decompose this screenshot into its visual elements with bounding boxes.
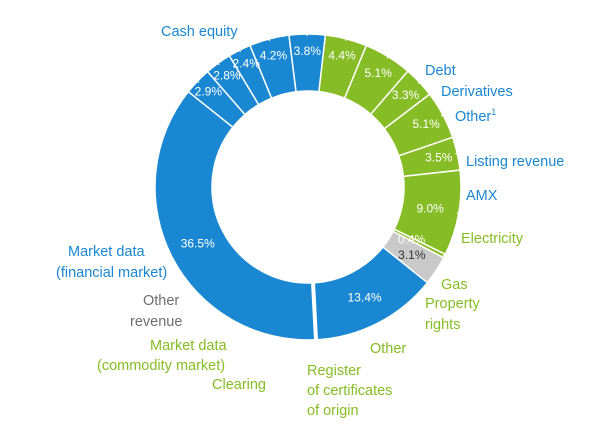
label-electricity: Electricity — [461, 231, 524, 247]
label-market-data-commodity-line1: Market data — [150, 338, 227, 354]
label-other-commodity: Other — [370, 341, 406, 357]
value-label: 2.4% — [233, 57, 261, 71]
label-cash-equity: Cash equity — [161, 24, 238, 40]
label-market-data-financial-line1: Market data — [68, 244, 145, 260]
label-gas: Gas — [441, 277, 468, 293]
label-market-data-commodity-line2: (commodity market) — [97, 358, 225, 374]
label-property-line2: rights — [425, 317, 460, 333]
label-other-financial: Other1 — [455, 107, 496, 125]
leader-lines-group — [186, 19, 473, 342]
label-register-line2: of certificates — [307, 383, 392, 399]
value-label: 3.3% — [392, 88, 420, 102]
value-label: 4.2% — [260, 48, 288, 62]
leader-line — [440, 107, 456, 117]
value-label: 5.1% — [412, 117, 440, 131]
label-listing-revenue: Listing revenue — [466, 154, 564, 170]
leader-line — [209, 51, 220, 66]
label-market-data-financial-line2: (financial market) — [56, 265, 167, 281]
value-label: 13.4% — [348, 290, 382, 304]
leader-line — [417, 72, 431, 84]
label-property-line1: Property — [425, 296, 481, 312]
slice-cash-equity — [154, 90, 317, 341]
value-label: 3.8% — [294, 44, 322, 58]
leader-line — [386, 44, 397, 59]
leader-line — [265, 25, 271, 42]
label-register-line1: Register — [307, 363, 361, 379]
value-labels-group: 36.5% 2.9% 2.8%2.4%4.2% 3.8% 4.4% 5.1% 3.3% 5.1… — [181, 44, 453, 304]
footnote-marker: 1 — [491, 107, 496, 117]
label-derivatives: Derivatives — [441, 84, 513, 100]
slice-separator — [310, 280, 319, 342]
value-label: 4.4% — [328, 48, 356, 62]
value-label: 2.9% — [195, 85, 223, 99]
leader-line — [456, 212, 473, 217]
label-other-revenue-line1: Other — [143, 293, 179, 309]
leader-line — [186, 71, 200, 84]
value-label: 36.5% — [181, 237, 215, 251]
leader-line — [232, 37, 241, 53]
label-other-revenue-line2: revenue — [130, 314, 182, 330]
leader-line — [455, 149, 472, 155]
value-label: 0.4% — [398, 232, 426, 246]
leader-line — [442, 254, 458, 263]
label-debt: Debt — [425, 63, 456, 79]
value-label: 3.5% — [425, 151, 453, 165]
label-clearing: Clearing — [212, 377, 266, 393]
value-label: 5.1% — [365, 66, 393, 80]
leader-line — [345, 25, 351, 41]
label-amx: AMX — [466, 188, 498, 204]
value-label: 2.8% — [213, 68, 241, 82]
value-label: 9.0% — [416, 201, 444, 215]
value-label: 3.1% — [398, 248, 426, 262]
slices-group — [154, 33, 462, 341]
label-register-line3: of origin — [307, 403, 359, 419]
